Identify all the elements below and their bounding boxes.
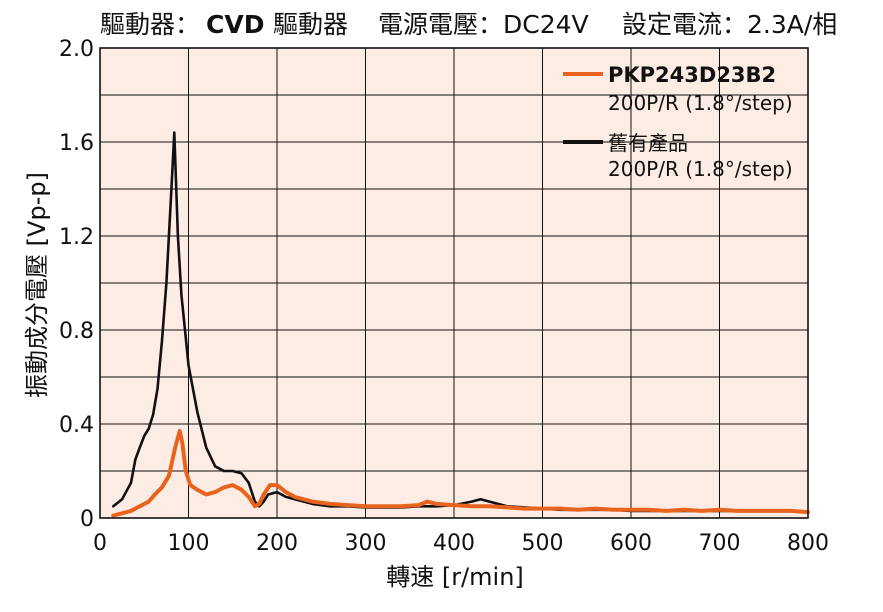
series-layer [111, 131, 810, 518]
y-axis-ticks: 0 0.4 0.8 1.2 1.6 2.0 [59, 37, 94, 532]
x-tick-label-0: 0 [93, 531, 107, 556]
x-axis-title: 轉速 [r/min] [386, 563, 524, 591]
y-tick-label-3: 1.2 [59, 225, 94, 250]
legend: PKP243D23B2 200P/R (1.8°/step) 舊有產品 200P… [563, 63, 793, 181]
header-current: 設定電流：2.3A/相 [622, 10, 837, 39]
y-axis-title: 振動成分電壓 [Vp-p] [23, 172, 51, 398]
y-tick-label-4: 1.6 [59, 131, 94, 156]
header-voltage: 電源電壓：DC24V [378, 10, 589, 39]
header-driver-suffix: 驅動器 [273, 10, 348, 39]
legend-detail-series-1: 200P/R (1.8°/step) [608, 157, 793, 181]
legend-label-series-0: PKP243D23B2 [608, 63, 776, 87]
y-tick-label-1: 0.4 [59, 413, 94, 438]
legend-detail-series-0: 200P/R (1.8°/step) [608, 91, 793, 115]
x-tick-label-3: 300 [345, 531, 387, 556]
x-tick-label-8: 800 [787, 531, 829, 556]
x-axis-ticks: 0 100 200 300 400 500 600 700 800 [93, 531, 829, 556]
x-tick-label-1: 100 [168, 531, 210, 556]
header-driver-label: 驅動器： [100, 10, 200, 39]
x-tick-label-4: 400 [433, 531, 475, 556]
header-driver-brand: CVD [206, 10, 264, 39]
x-tick-label-2: 200 [256, 531, 298, 556]
series-line-0 [111, 429, 810, 518]
y-tick-label-0: 0 [80, 507, 94, 532]
x-tick-label-5: 500 [522, 531, 564, 556]
legend-label-series-1: 舊有產品 [608, 131, 688, 155]
y-tick-label-5: 2.0 [59, 37, 94, 62]
x-tick-label-7: 700 [699, 531, 741, 556]
x-tick-label-6: 600 [610, 531, 652, 556]
y-tick-label-2: 0.8 [59, 319, 94, 344]
plot-frame [99, 47, 809, 519]
grid-lines [100, 48, 808, 518]
